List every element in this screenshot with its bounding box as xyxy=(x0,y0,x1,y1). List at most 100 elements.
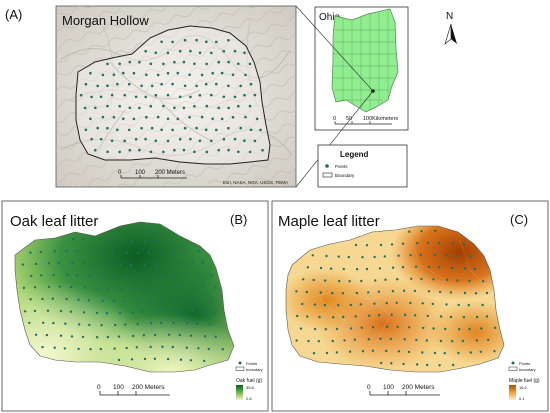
sample-point xyxy=(137,275,141,279)
sample-point xyxy=(84,82,88,86)
sample-point xyxy=(444,327,447,331)
north-label: N xyxy=(446,11,453,22)
sample-point xyxy=(110,139,114,143)
sample-point xyxy=(122,117,125,121)
sample-point xyxy=(159,298,162,301)
sample-point xyxy=(493,350,496,353)
sample-point xyxy=(255,117,259,121)
sample-point xyxy=(63,347,66,350)
sample-point xyxy=(302,278,305,281)
sample-point xyxy=(469,255,472,258)
sample-point xyxy=(390,313,393,316)
sample-point xyxy=(135,346,138,349)
maple-boundary xyxy=(285,225,505,373)
sample-point xyxy=(475,315,479,319)
sample-point xyxy=(138,148,141,152)
sample-point xyxy=(28,321,31,325)
sample-point xyxy=(325,254,328,258)
sample-point xyxy=(361,350,365,353)
sample-point xyxy=(189,359,193,362)
sample-point xyxy=(127,128,131,132)
sample-point xyxy=(145,73,148,77)
sample-point xyxy=(438,364,441,367)
sample-point xyxy=(57,261,61,265)
sample-point xyxy=(189,95,192,99)
sample-point xyxy=(482,280,485,283)
sample-point xyxy=(166,51,170,55)
sample-point xyxy=(355,291,359,295)
sample-point xyxy=(248,62,252,66)
locator-line-bottom xyxy=(295,90,374,188)
sample-point xyxy=(171,82,174,86)
sample-point xyxy=(204,128,208,132)
sample-point xyxy=(156,115,160,119)
sample-point xyxy=(231,73,235,77)
sample-point xyxy=(113,300,116,303)
sample-point xyxy=(312,352,316,355)
sample-point xyxy=(239,126,242,130)
sample-point xyxy=(66,273,69,276)
sample-point xyxy=(214,286,217,289)
sample-point xyxy=(188,73,191,77)
sample-point xyxy=(132,117,136,121)
sample-point xyxy=(142,287,145,290)
sample-point xyxy=(90,137,93,141)
sample-point xyxy=(69,285,73,289)
sample-point xyxy=(377,314,381,317)
sample-point xyxy=(233,49,237,53)
legend-b-points-label: Points xyxy=(246,361,257,366)
sample-point xyxy=(383,255,386,258)
sample-point xyxy=(331,339,334,343)
sample-point xyxy=(112,73,116,77)
sample-point xyxy=(166,286,169,289)
sample-point xyxy=(118,239,121,242)
sample-point xyxy=(220,71,224,75)
sample-point xyxy=(361,256,364,259)
sample-point xyxy=(183,250,187,253)
sample-point xyxy=(47,262,51,265)
sample-point xyxy=(425,339,428,342)
sample-point xyxy=(237,150,240,154)
basemap-attribution: Esri, NASA, NGA, USGS, FEMA xyxy=(223,180,288,185)
sample-point xyxy=(78,323,81,326)
sample-point xyxy=(34,333,38,336)
sample-point xyxy=(154,51,158,55)
sample-point xyxy=(433,351,437,355)
sample-point xyxy=(101,250,104,253)
sample-point xyxy=(90,95,93,99)
sample-point xyxy=(306,266,309,269)
sample-point xyxy=(22,286,26,290)
sample-point xyxy=(58,285,61,288)
sample-point xyxy=(198,51,202,55)
sample-point xyxy=(494,326,497,329)
sample-point xyxy=(349,303,352,307)
sample-point xyxy=(144,49,147,53)
sample-point xyxy=(461,339,465,343)
study-boundary xyxy=(75,25,271,165)
sample-point xyxy=(415,338,418,342)
sample-point xyxy=(171,128,174,132)
sample-point xyxy=(305,290,308,294)
sample-point xyxy=(106,104,109,108)
sample-point xyxy=(201,261,204,264)
sample-point xyxy=(156,286,159,290)
sample-point xyxy=(122,71,125,75)
panel-b-title: Oak leaf litter xyxy=(10,213,98,230)
sample-point xyxy=(83,106,87,110)
north-arrow: N xyxy=(444,11,457,45)
maple-ramp-title: Maple fuel (g) xyxy=(509,378,540,384)
sample-point xyxy=(89,249,93,253)
sample-point xyxy=(102,275,105,278)
sample-point xyxy=(202,285,205,289)
sample-point xyxy=(195,126,198,130)
sample-point xyxy=(207,347,210,351)
sample-point xyxy=(353,338,356,341)
sample-point xyxy=(178,137,182,141)
sample-point xyxy=(153,357,157,360)
sample-point xyxy=(106,150,109,154)
sample-point xyxy=(136,252,140,255)
sample-point xyxy=(324,328,327,331)
sample-point xyxy=(160,274,163,278)
sample-point xyxy=(39,250,42,254)
sample-point xyxy=(131,334,135,338)
